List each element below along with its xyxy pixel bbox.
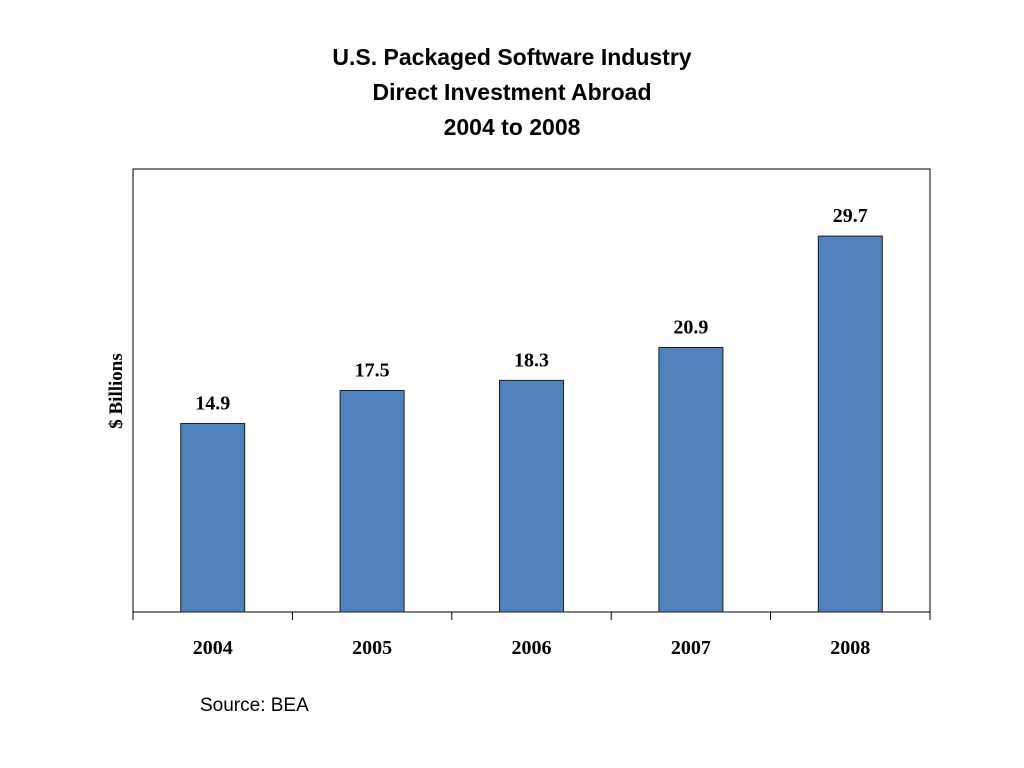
source-note: Source: BEA bbox=[200, 695, 309, 716]
data-label-2007: 20.9 bbox=[673, 316, 708, 338]
x-tick-label-2008: 2008 bbox=[830, 637, 870, 659]
chart-title-line-3: 2004 to 2008 bbox=[443, 114, 581, 140]
data-label-2008: 29.7 bbox=[833, 205, 868, 227]
bar-2007 bbox=[658, 346, 724, 613]
bar-2004 bbox=[180, 422, 246, 613]
data-label-2004: 14.9 bbox=[195, 392, 230, 414]
data-label-2005: 17.5 bbox=[355, 360, 390, 382]
y-axis-label: $ Billions bbox=[106, 353, 127, 429]
bar-2008 bbox=[817, 235, 883, 613]
x-tick-label-2005: 2005 bbox=[352, 637, 392, 659]
chart-title-line-2: Direct Investment Abroad bbox=[372, 79, 652, 105]
x-tick-label-2006: 2006 bbox=[512, 637, 552, 659]
x-tick-label-2007: 2007 bbox=[671, 637, 711, 659]
x-tick-label-2004: 2004 bbox=[193, 637, 233, 659]
chart-title-line-1: U.S. Packaged Software Industry bbox=[332, 44, 692, 70]
data-label-2006: 18.3 bbox=[514, 349, 549, 371]
bar-2005 bbox=[339, 390, 405, 613]
chart-title: U.S. Packaged Software Industry Direct I… bbox=[0, 40, 1024, 145]
bar-2006 bbox=[499, 379, 564, 613]
